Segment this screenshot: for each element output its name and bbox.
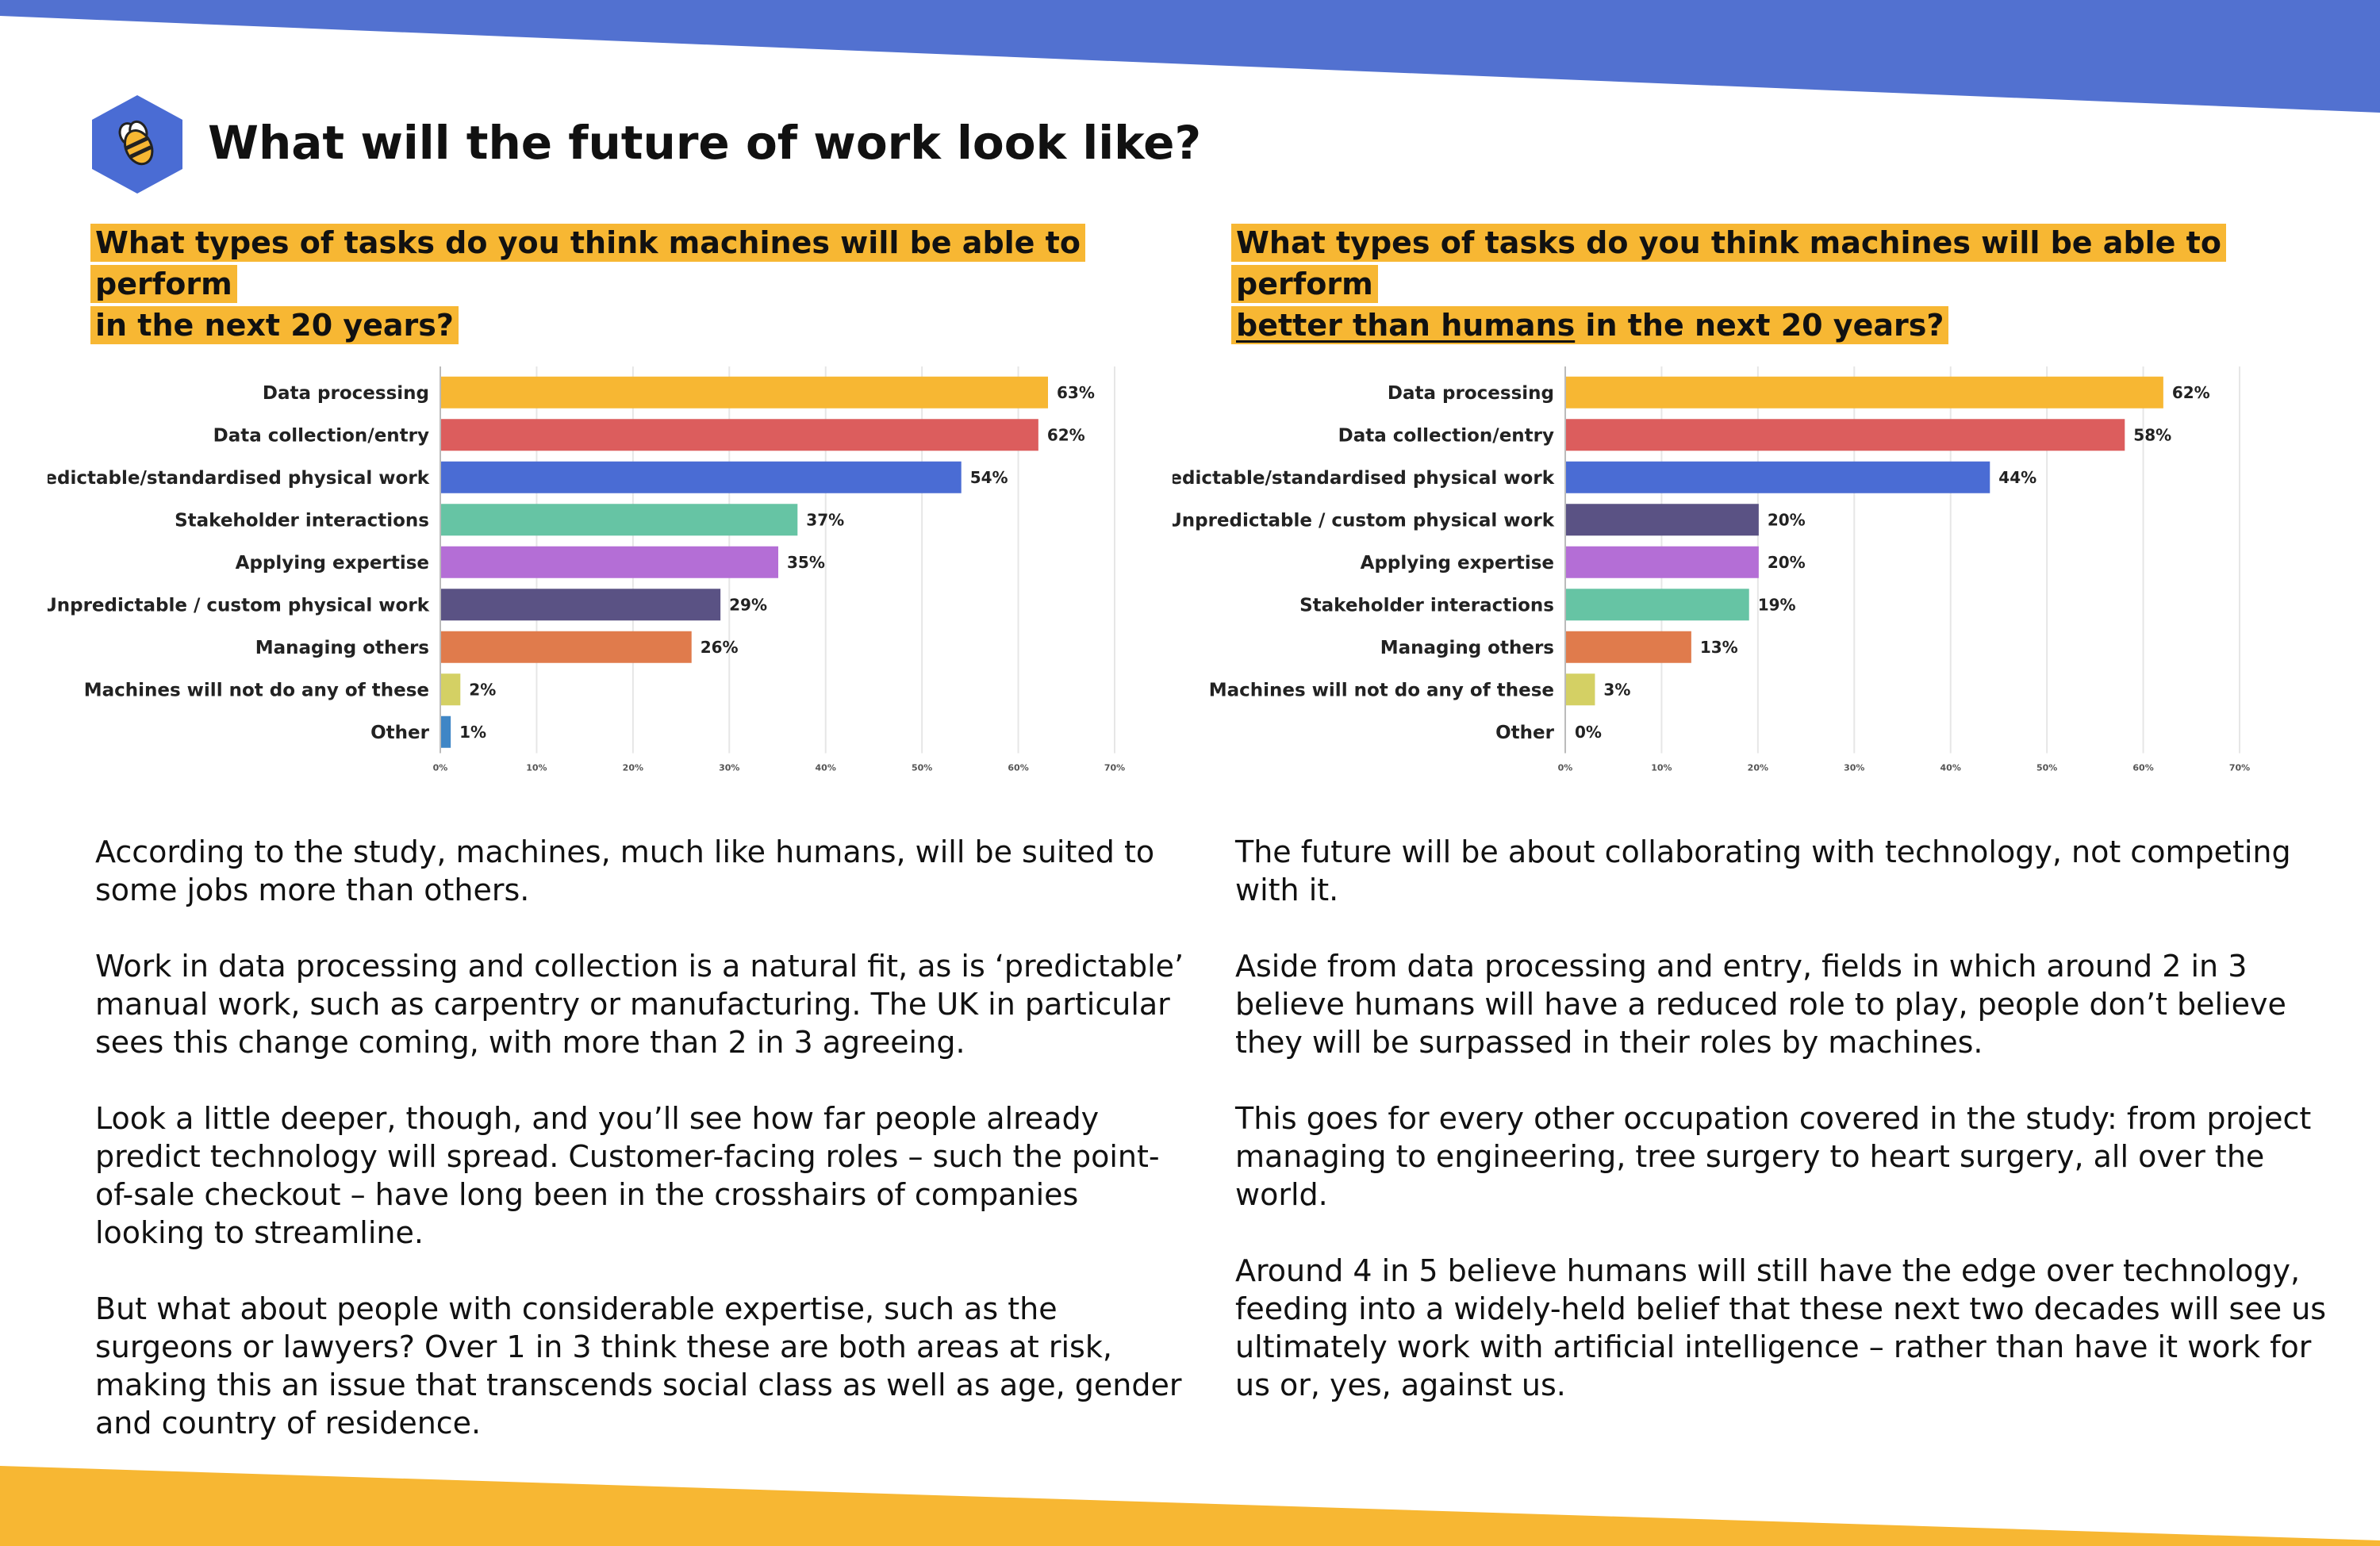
right-question-line-1: What types of tasks do you think machine… <box>1231 224 2226 303</box>
value-label: 20% <box>1768 510 1806 529</box>
x-tick-label: 70% <box>1104 763 1125 773</box>
value-label: 20% <box>1768 553 1806 572</box>
category-label: Unpredictable / custom physical work <box>1173 510 1555 531</box>
right-chart-svg: 0% 10% 20% 30% 40% 50% 60% 70% Data processing 62… <box>1173 366 2250 773</box>
x-tick-label: 10% <box>1651 763 1672 773</box>
bottom-banner-shape <box>0 1466 2380 1546</box>
bar <box>441 589 721 621</box>
left-question-line-1: What types of tasks do you think machine… <box>90 224 1085 303</box>
left-body-text: According to the study, machines, much l… <box>95 833 1190 1480</box>
top-banner <box>0 0 2380 113</box>
bar <box>441 461 962 493</box>
left-paragraph-3: Look a little deeper, though, and you’ll… <box>95 1101 1160 1250</box>
x-tick-label: 60% <box>1008 763 1028 773</box>
x-tick-label: 0% <box>1558 763 1573 773</box>
value-label: 37% <box>806 510 844 529</box>
right-chart: 0% 10% 20% 30% 40% 50% 60% 70% Data processing 62… <box>1173 349 2299 777</box>
category-label: Managing others <box>255 638 429 658</box>
bar <box>1566 546 1759 578</box>
bar <box>441 673 461 706</box>
category-label: Predictable/standardised physical work <box>48 468 430 489</box>
bar <box>1566 673 1595 706</box>
bar <box>1566 461 1990 493</box>
category-label: Stakeholder interactions <box>1299 595 1554 616</box>
category-label: Other <box>370 723 430 743</box>
x-tick-label: 0% <box>433 763 448 773</box>
value-label: 35% <box>787 553 825 572</box>
bar <box>441 715 451 748</box>
value-label: 58% <box>2133 425 2171 444</box>
category-label: Stakeholder interactions <box>175 510 429 531</box>
category-label: Machines will not do any of these <box>84 680 429 700</box>
bar <box>441 376 1048 409</box>
x-tick-label: 60% <box>2132 763 2153 773</box>
logo <box>92 95 182 194</box>
value-label: 44% <box>1998 468 2036 487</box>
value-label: 19% <box>1758 595 1796 614</box>
value-label: 3% <box>1603 680 1630 699</box>
category-label: Other <box>1495 723 1555 743</box>
left-paragraph-4: But what about people with considerable … <box>95 1291 1182 1441</box>
value-label: 63% <box>1057 383 1095 402</box>
bar <box>1566 504 1759 536</box>
x-tick-label: 10% <box>526 763 547 773</box>
left-chart-svg: 0% 10% 20% 30% 40% 50% 60% 70% Data processing 63… <box>48 366 1125 773</box>
category-label: Machines will not do any of these <box>1209 680 1554 700</box>
category-label: Data collection/entry <box>1338 425 1554 446</box>
bar <box>441 504 798 536</box>
bar <box>1566 589 1749 621</box>
bee-icon <box>118 120 154 166</box>
left-paragraph-2: Work in data processing and collection i… <box>95 949 1184 1060</box>
category-label: Data processing <box>1388 383 1554 404</box>
left-chart: 0% 10% 20% 30% 40% 50% 60% 70% Data processing 63… <box>48 349 1174 777</box>
bar <box>441 419 1038 451</box>
value-label: 29% <box>729 595 767 614</box>
bar <box>1566 419 2125 451</box>
x-tick-label: 50% <box>912 763 932 773</box>
x-tick-label: 20% <box>623 763 643 773</box>
value-label: 62% <box>2172 383 2210 402</box>
left-question: What types of tasks do you think machine… <box>90 222 1185 346</box>
x-tick-label: 40% <box>816 763 836 773</box>
value-label: 13% <box>1700 638 1738 657</box>
page-title: What will the future of work look like? <box>208 116 1202 170</box>
right-question: What types of tasks do you think machine… <box>1231 222 2326 346</box>
right-paragraph-2: Aside from data processing and entry, fi… <box>1235 949 2286 1060</box>
x-tick-label: 30% <box>719 763 739 773</box>
bottom-banner <box>0 1466 2380 1546</box>
category-label: Managing others <box>1380 638 1554 658</box>
bar <box>441 631 692 663</box>
x-tick-label: 40% <box>1940 763 1961 773</box>
right-question-emphasis: better than humans <box>1236 308 1576 343</box>
value-label: 26% <box>701 638 739 657</box>
x-tick-label: 30% <box>1844 763 1864 773</box>
left-question-line-2: in the next 20 years? <box>90 306 459 344</box>
value-label: 62% <box>1047 425 1085 444</box>
category-label: Applying expertise <box>236 553 429 574</box>
value-label: 0% <box>1575 723 1602 742</box>
category-label: Data processing <box>263 383 429 404</box>
right-paragraph-1: The future will be about collaborating w… <box>1235 834 2291 907</box>
right-question-line-2: better than humans in the next 20 years? <box>1231 306 1949 344</box>
right-body-text: The future will be about collaborating w… <box>1235 833 2330 1442</box>
top-banner-shape <box>0 0 2380 113</box>
right-paragraph-4: Around 4 in 5 believe humans will still … <box>1235 1253 2327 1402</box>
value-label: 2% <box>469 680 496 699</box>
category-label: Predictable/standardised physical work <box>1173 468 1555 489</box>
bar <box>1566 376 2163 409</box>
right-paragraph-3: This goes for every other occupation cov… <box>1235 1101 2312 1212</box>
category-label: Applying expertise <box>1361 553 1554 574</box>
bar <box>441 546 778 578</box>
left-paragraph-1: According to the study, machines, much l… <box>95 834 1155 907</box>
x-tick-label: 70% <box>2229 763 2250 773</box>
x-tick-label: 20% <box>1748 763 1768 773</box>
category-label: Unpredictable / custom physical work <box>48 595 430 616</box>
x-tick-label: 50% <box>2036 763 2057 773</box>
value-label: 1% <box>459 723 486 742</box>
bar <box>1566 631 1691 663</box>
category-label: Data collection/entry <box>213 425 429 446</box>
value-label: 54% <box>970 468 1008 487</box>
right-question-line-2-rest: in the next 20 years? <box>1575 308 1944 343</box>
